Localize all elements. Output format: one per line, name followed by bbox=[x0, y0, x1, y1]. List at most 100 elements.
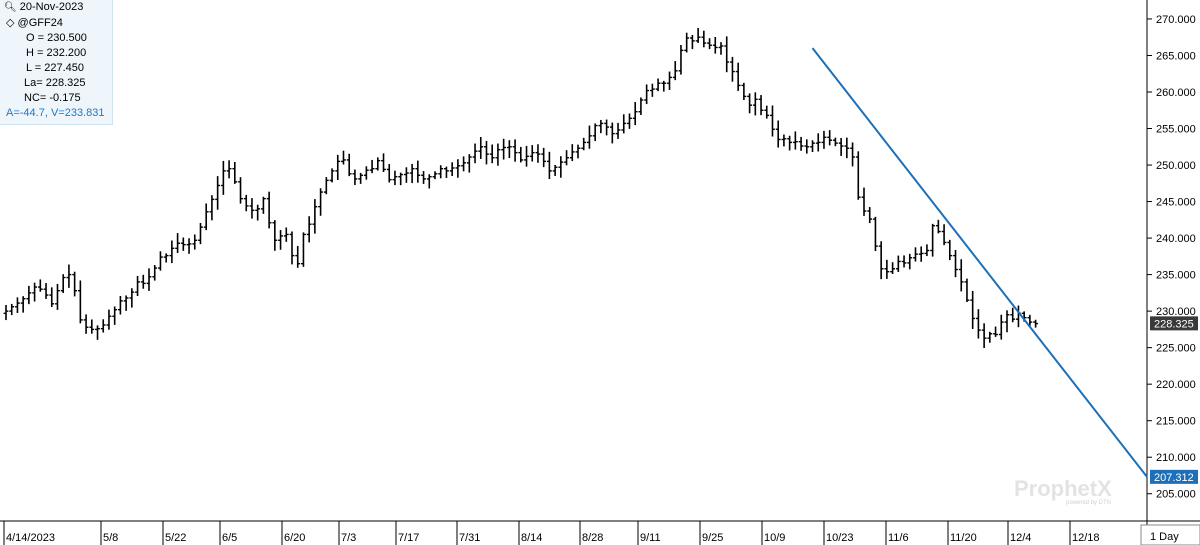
ohlc-bar bbox=[941, 224, 947, 246]
ohlc-bar bbox=[976, 309, 981, 339]
ohlc-bar bbox=[449, 162, 455, 177]
ohlc-bar bbox=[489, 144, 495, 164]
time-tick-label: 8/14 bbox=[521, 532, 542, 544]
ohlc-bar bbox=[935, 219, 941, 234]
data-window-cursor-value: A=-44.7, V=233.831 bbox=[6, 107, 105, 119]
ohlc-bar bbox=[998, 314, 1004, 340]
time-tick-label: 10/9 bbox=[764, 532, 785, 544]
time-axis: 4/14/2023 5/8 5/22 6/5 6/20 7/3 7/17 7/31 8/14 8/… bbox=[3, 521, 1100, 545]
ohlc-bar bbox=[358, 172, 364, 184]
ohlc-bar bbox=[987, 331, 993, 343]
ohlc-bar bbox=[415, 160, 421, 183]
ohlc-bar bbox=[604, 119, 609, 136]
ohlc-bar bbox=[301, 232, 306, 267]
data-window-high: H = 232.200 bbox=[26, 47, 87, 59]
ohlc-bar bbox=[444, 166, 449, 178]
ohlc-bar bbox=[958, 259, 964, 292]
ohlc-bar bbox=[735, 62, 741, 91]
price-tick-label: 255.000 bbox=[1156, 124, 1196, 136]
time-tick-label: 4/14/2023 bbox=[6, 532, 55, 544]
ohlc-bar bbox=[20, 296, 26, 313]
ohlc-bar bbox=[598, 119, 604, 134]
ohlc-bar bbox=[186, 238, 192, 254]
ohlc-bar bbox=[461, 156, 466, 172]
ohlc-bar bbox=[112, 306, 118, 325]
ohlc-bar bbox=[15, 297, 20, 314]
data-window-net-change: NC= -0.175 bbox=[24, 92, 81, 104]
ohlc-bar bbox=[369, 159, 375, 174]
prophetx-watermark: ProphetX bbox=[1014, 476, 1112, 501]
ohlc-bar bbox=[255, 204, 261, 221]
ohlc-bar bbox=[169, 240, 175, 264]
ohlc-bar bbox=[1033, 319, 1038, 328]
ohlc-bar bbox=[77, 280, 83, 324]
ohlc-bar bbox=[478, 137, 484, 159]
ohlc-bar bbox=[363, 166, 369, 180]
ohlc-bar bbox=[466, 154, 472, 173]
ohlc-bar bbox=[747, 93, 752, 114]
ohlc-bar bbox=[146, 268, 152, 291]
ohlc-bar bbox=[278, 230, 283, 250]
ohlc-bar bbox=[49, 287, 55, 308]
ohlc-bar bbox=[878, 241, 884, 280]
ohlc-bar bbox=[518, 146, 524, 163]
ohlc-bar bbox=[501, 138, 507, 160]
ohlc-bar bbox=[386, 164, 392, 183]
svg-text:207.312: 207.312 bbox=[1154, 472, 1194, 484]
ohlc-bar bbox=[226, 160, 232, 179]
ohlc-bar bbox=[484, 140, 489, 165]
ohlc-bars bbox=[3, 27, 1038, 348]
time-tick-label: 11/6 bbox=[888, 532, 909, 544]
ohlc-bar bbox=[895, 255, 901, 272]
ohlc-bar bbox=[37, 279, 43, 292]
ohlc-bar bbox=[775, 120, 781, 148]
ohlc-bar bbox=[861, 187, 867, 216]
ohlc-bar bbox=[66, 264, 72, 288]
time-tick-label: 7/3 bbox=[341, 532, 356, 544]
ohlc-bar bbox=[575, 144, 581, 159]
ohlc-bar bbox=[220, 160, 226, 195]
ohlc-bar bbox=[100, 319, 106, 333]
timeframe-box[interactable] bbox=[1140, 524, 1200, 545]
time-tick-label: 7/31 bbox=[459, 532, 480, 544]
ohlc-bar bbox=[552, 164, 558, 176]
ohlc-bar bbox=[495, 143, 501, 166]
ohlc-bar bbox=[913, 247, 918, 262]
ohlc-bar bbox=[918, 246, 924, 262]
ohlc-bar bbox=[569, 144, 575, 162]
diamond-icon: ◇ bbox=[6, 17, 15, 29]
ohlc-bar bbox=[129, 288, 135, 308]
trendline[interactable] bbox=[811, 47, 1148, 478]
ohlc-bar bbox=[524, 145, 529, 167]
ohlc-bar bbox=[432, 171, 438, 180]
ohlc-bar bbox=[752, 92, 758, 116]
ohlc-bar bbox=[810, 140, 815, 153]
ohlc-bar bbox=[632, 102, 638, 126]
ohlc-bar bbox=[295, 245, 301, 268]
ohlc-bar bbox=[667, 71, 672, 90]
price-tick-label: 250.000 bbox=[1156, 160, 1196, 172]
ohlc-bar bbox=[472, 143, 478, 164]
ohlc-bar bbox=[180, 237, 186, 251]
ohlc-bar bbox=[970, 290, 976, 329]
ohlc-bar bbox=[438, 165, 444, 179]
price-tick-label: 225.000 bbox=[1156, 343, 1196, 355]
ohlc-bar bbox=[123, 295, 129, 311]
magnifier-icon[interactable]: 🔍︎ bbox=[4, 2, 17, 13]
ohlc-bar bbox=[712, 37, 718, 54]
ohlc-bar bbox=[312, 199, 318, 234]
ohlc-bar bbox=[392, 170, 398, 186]
watermark-subtitle: powered by DTN bbox=[1066, 500, 1112, 506]
ohlc-bar bbox=[404, 167, 409, 183]
ohlc-bar bbox=[215, 176, 221, 210]
price-tick-label: 220.000 bbox=[1156, 379, 1196, 391]
ohlc-bar bbox=[198, 222, 203, 245]
ohlc-bar bbox=[964, 278, 970, 303]
ohlc-bar bbox=[1010, 307, 1016, 323]
ohlc-bar bbox=[192, 234, 198, 250]
last-price-tag: 228.325 bbox=[1150, 316, 1198, 331]
ohlc-bar bbox=[9, 303, 15, 316]
ohlc-bar bbox=[678, 44, 684, 75]
ohlc-bar bbox=[89, 319, 95, 334]
